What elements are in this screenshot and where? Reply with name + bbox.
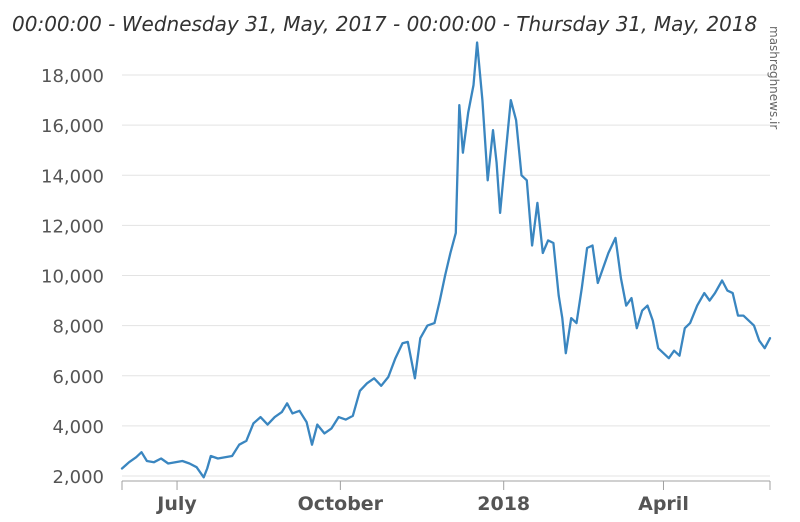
y-tick-label: 18,000 bbox=[41, 66, 104, 87]
chart-title: 00:00:00 - Wednesday 31, May, 2017 - 00:… bbox=[12, 12, 757, 36]
y-tick-label: 10,000 bbox=[41, 267, 104, 288]
series-line bbox=[120, 41, 772, 479]
y-tick-label: 2,000 bbox=[52, 467, 104, 488]
watermark-text: mashreghnews.ir bbox=[767, 26, 781, 129]
x-tick-label: April bbox=[638, 493, 689, 515]
y-tick-label: 4,000 bbox=[52, 417, 104, 438]
y-tick-label: 14,000 bbox=[41, 166, 104, 187]
y-tick-label: 6,000 bbox=[52, 367, 104, 388]
y-axis-tick-labels: 2,000 4,000 6,000 8,000 10,000 12,000 14,000 16… bbox=[41, 66, 104, 488]
x-tick-label: October bbox=[298, 493, 384, 515]
y-tick-label: 8,000 bbox=[52, 317, 104, 338]
x-axis-ticks: July October 2018 April bbox=[121, 481, 771, 515]
x-tick-label: 2018 bbox=[477, 493, 530, 515]
y-tick-label: 12,000 bbox=[41, 216, 104, 237]
x-tick-label: July bbox=[155, 493, 197, 515]
y-tick-label: 16,000 bbox=[41, 116, 104, 137]
